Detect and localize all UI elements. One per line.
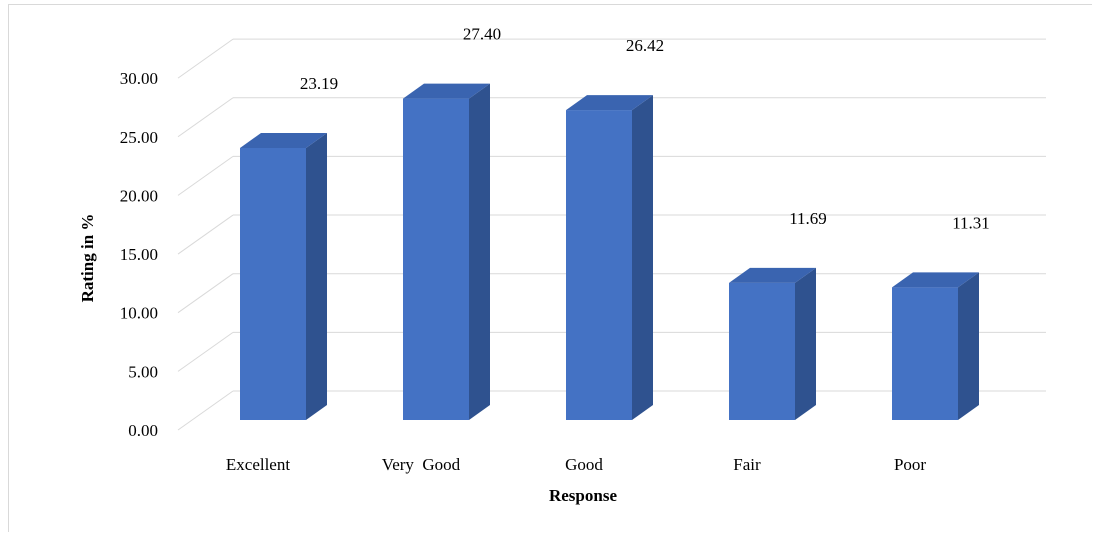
x-tick-label: Fair <box>733 455 761 474</box>
y-tick-label: 0.00 <box>128 421 158 440</box>
x-tick-label: Poor <box>894 455 926 474</box>
data-label: 11.31 <box>952 213 990 232</box>
bar-top <box>240 132 327 148</box>
y-tick-label: 10.00 <box>120 304 158 323</box>
bar <box>240 132 327 420</box>
bars <box>240 83 979 421</box>
bar-top <box>729 267 816 283</box>
gridline-diagonal <box>177 273 234 314</box>
gridline-diagonal <box>177 214 234 255</box>
y-tick-label: 5.00 <box>128 362 158 381</box>
bar-side <box>795 267 816 420</box>
data-label: 11.69 <box>789 209 827 228</box>
bar <box>892 272 979 420</box>
y-axis-title: Rating in % <box>78 214 97 303</box>
y-tick-label: 20.00 <box>120 186 158 205</box>
chart-area <box>8 4 1092 532</box>
bar-top <box>892 272 979 288</box>
data-labels: 23.19 27.40 26.42 11.69 11.31 <box>300 25 990 233</box>
bar-side <box>306 132 327 420</box>
bar-side <box>469 83 490 421</box>
bar-top <box>403 83 490 99</box>
x-axis-ticks: Excellent Very Good Good Fair Poor <box>226 455 926 474</box>
bar-front <box>403 98 469 421</box>
data-label: 27.40 <box>463 25 501 44</box>
bar-top <box>566 95 653 111</box>
x-tick-label: Very Good <box>382 455 461 474</box>
y-tick-label: 15.00 <box>120 245 158 264</box>
bar-front <box>240 147 306 420</box>
y-tick-label: 25.00 <box>120 128 158 147</box>
gridline-diagonal <box>177 331 234 372</box>
x-tick-label: Good <box>565 455 603 474</box>
gridline-diagonal <box>177 97 234 138</box>
data-label: 26.42 <box>626 36 664 55</box>
bar-side <box>958 272 979 420</box>
bar-front <box>566 110 632 421</box>
x-axis-title: Response <box>549 486 617 505</box>
gridline-diagonal <box>177 38 234 79</box>
y-axis-ticks: 0.00 5.00 10.00 15.00 20.00 25.00 30.00 <box>120 69 158 440</box>
bar-side <box>632 95 653 421</box>
y-tick-label: 30.00 <box>120 69 158 88</box>
gridline-diagonal <box>177 390 234 431</box>
x-tick-label: Excellent <box>226 455 290 474</box>
bar-front <box>729 282 795 420</box>
bar <box>566 95 653 421</box>
gridline-diagonal <box>177 155 234 196</box>
data-label: 23.19 <box>300 74 338 93</box>
bar <box>403 83 490 421</box>
bar-front <box>892 287 958 420</box>
bar <box>729 267 816 420</box>
